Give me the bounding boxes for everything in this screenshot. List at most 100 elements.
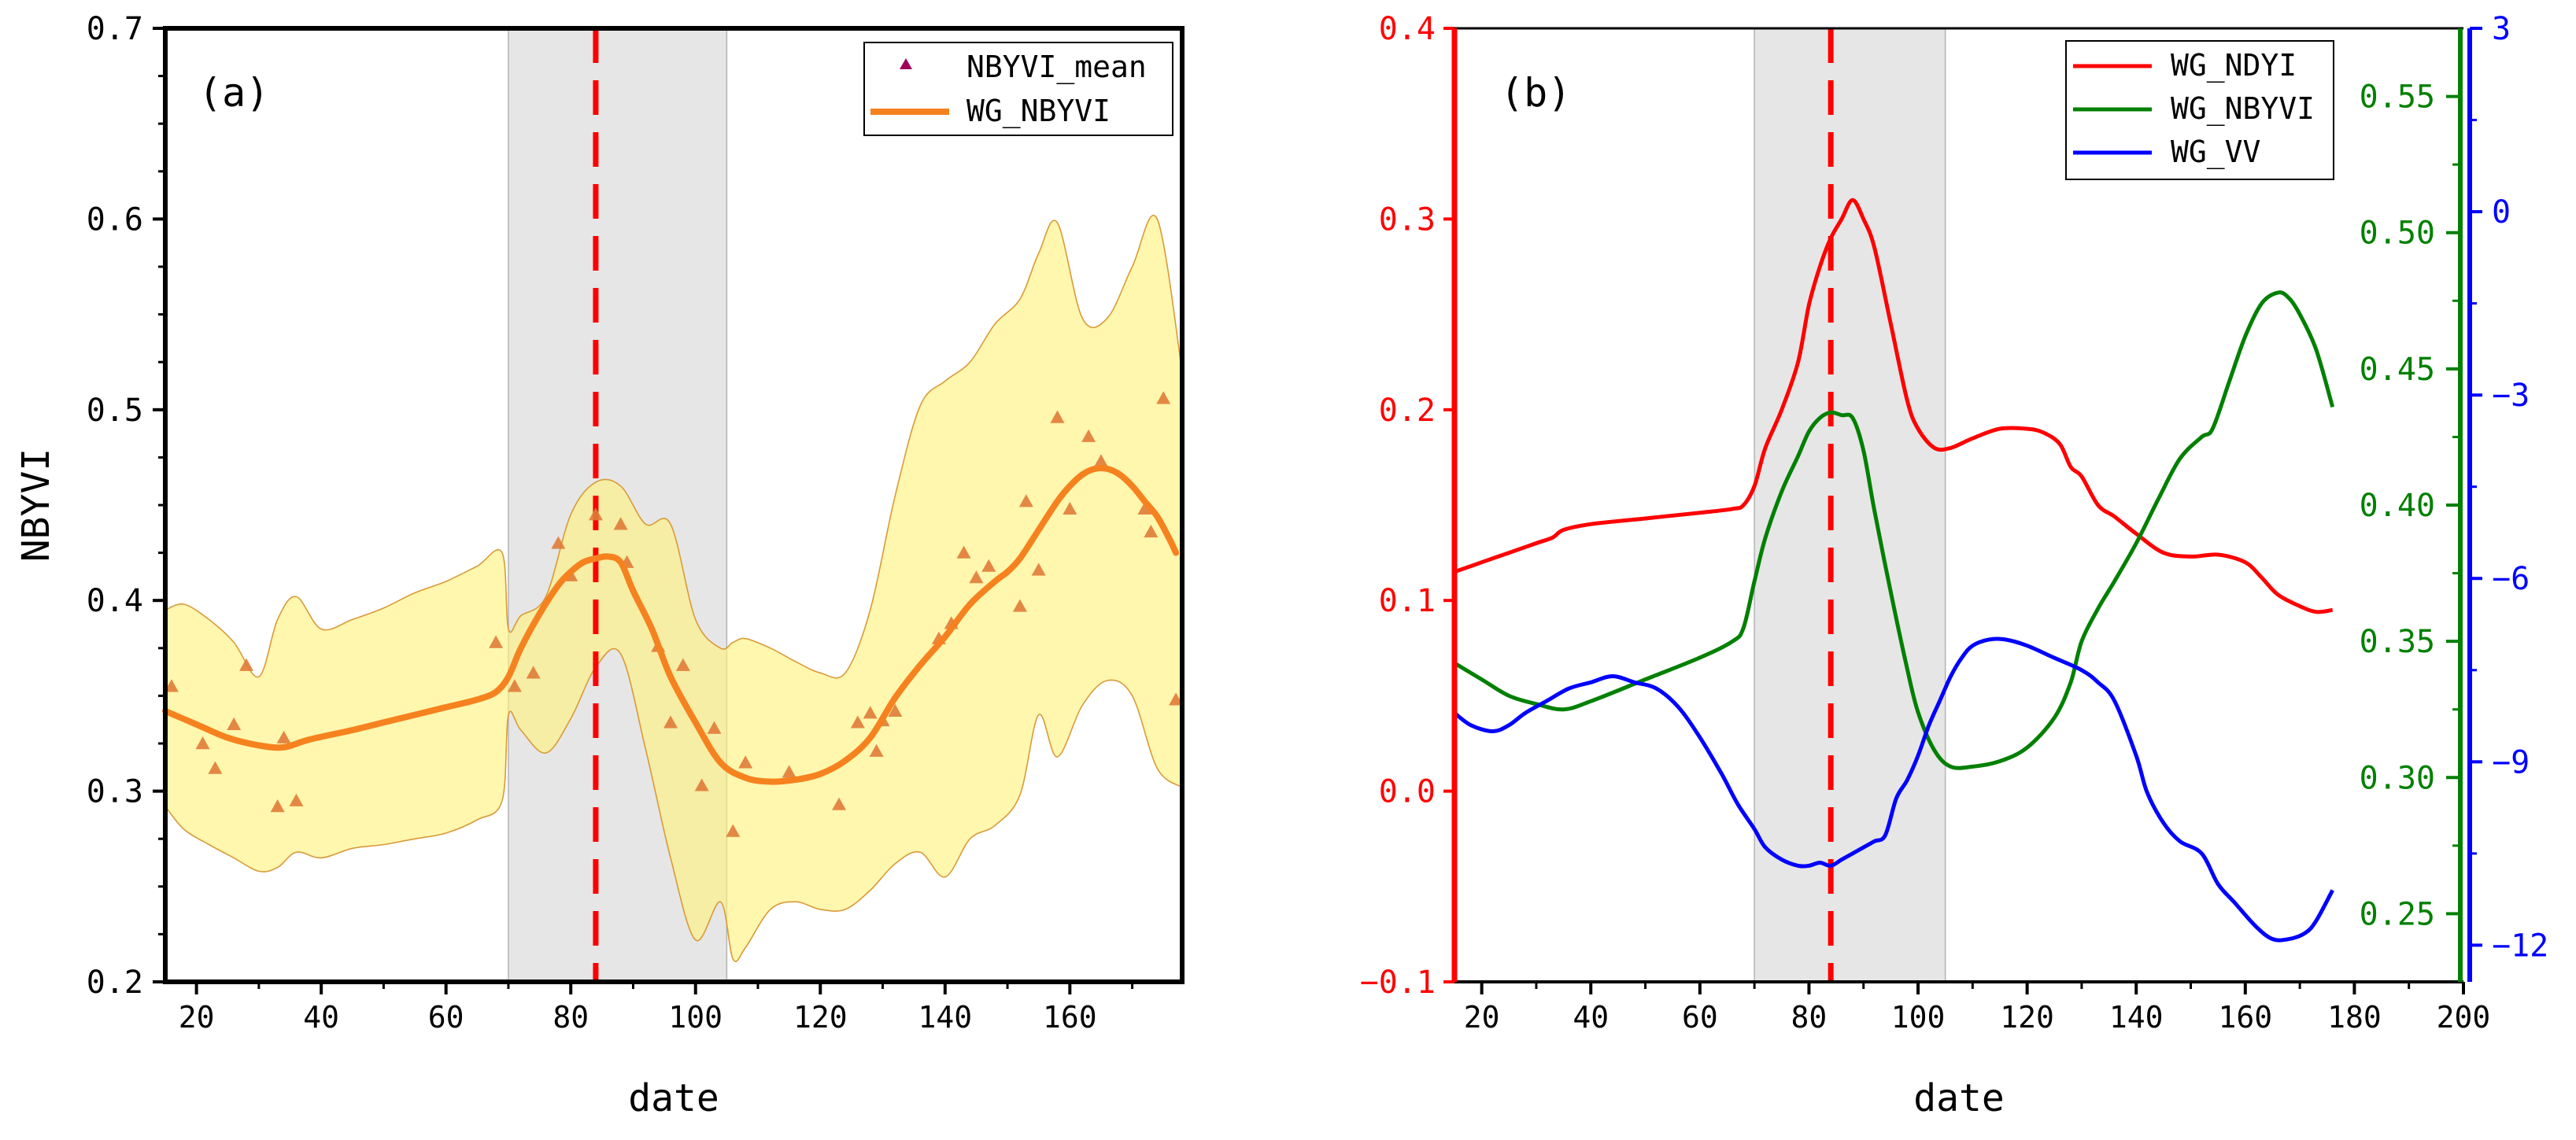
x-tick-label-b: 160 [2218,1000,2272,1035]
nbyvi-mean-point [270,799,285,813]
nbyvi-mean-point [507,679,522,692]
x-tick-label-b: 40 [1573,1000,1609,1035]
y-tick-label-a: 0.4 [87,583,143,619]
left-tick-label-b: 0.4 [1379,11,1436,47]
wg-vv-line [1453,636,2334,943]
x-tick-label-a: 80 [553,1000,589,1035]
nbyvi-mean-point [289,793,304,806]
legend-triangle-icon [900,58,912,69]
x-tick-label-a: 120 [793,1000,848,1035]
nbyvi-mean-point [1018,494,1033,507]
y-axis-title-a: NBYVI [14,448,58,563]
right-outer-tick-label-b: −9 [2492,744,2530,780]
confidence-band [164,215,1183,963]
nbyvi-mean-point [1031,563,1046,576]
legend-b: WG_NDYI WG_NBYVI WG_VV [2065,40,2334,180]
x-tick-label-b: 200 [2437,1000,2491,1035]
panel-b: 20 40 60 80 100 120 140 160 180 200 −0.1 0.0 0.1 0.2 0… [1360,11,2549,1120]
legend-a: NBYVI_mean WG_NBYVI [863,42,1173,136]
right-outer-tick-label-b: −3 [2492,378,2530,414]
nbyvi-mean-point [738,755,753,769]
x-axis-title-a: date [628,1076,719,1120]
nbyvi-mean-point [726,824,741,837]
nbyvi-mean-point [850,715,865,729]
nbyvi-mean-point [195,736,210,750]
nbyvi-mean-point [613,517,628,530]
x-tick-label-a: 100 [668,1000,723,1035]
nbyvi-mean-point [1081,429,1096,442]
nbyvi-mean-point [782,765,796,778]
right-inner-tick-label-b: 0.40 [2360,488,2435,524]
x-tick-label-b: 180 [2327,1000,2382,1035]
legend-label-wg-nbyvi-a: WG_NBYVI [966,94,1111,129]
x-tick-label-a: 140 [918,1000,972,1035]
nbyvi-mean-point [663,715,678,729]
nbyvi-mean-point [1169,692,1184,706]
y-tick-label-a: 0.6 [87,201,143,238]
left-tick-label-b: 0.0 [1379,774,1436,810]
y-tick-label-a: 0.2 [87,965,143,1001]
right-inner-tick-label-b: 0.25 [2360,896,2435,932]
nbyvi-mean-point [276,730,291,743]
x-tick-label-a: 160 [1043,1000,1097,1035]
wg-nbyvi-line-a [162,465,1180,785]
x-tick-label-b: 80 [1791,1000,1828,1035]
nbyvi-mean-point [707,721,722,734]
nbyvi-mean-point [1093,454,1108,467]
x-tick-label-b: 100 [1891,1000,1946,1035]
nbyvi-mean-point [888,703,903,717]
y-tick-label-a: 0.3 [87,774,143,810]
right-inner-tick-label-b: 0.30 [2360,760,2435,796]
nbyvi-mean-point [675,658,690,671]
right-inner-tick-label-b: 0.55 [2360,79,2435,116]
shaded-period-b [1754,28,1946,983]
legend-label-wg-vv: WG_VV [2171,135,2260,170]
right-outer-tick-label-b: 3 [2492,11,2511,47]
x-tick-label-b: 140 [2109,1000,2164,1035]
left-tick-label-b: 0.2 [1379,393,1436,429]
right-inner-tick-label-b: 0.35 [2360,624,2435,660]
legend-label-wg-ndyi: WG_NDYI [2171,48,2297,83]
x-tick-label-a: 60 [428,1000,464,1035]
wg-nbyvi-line-b [1453,290,2335,770]
panel-a: 20 40 60 80 100 120 140 160 0.2 0.3 0.4 0.5 0.6 0.7 da… [14,11,1185,1120]
nbyvi-mean-point [551,536,566,549]
wg-ndyi-line [1454,197,2334,614]
nbyvi-mean-point [1050,410,1065,423]
right-outer-tick-label-b: −6 [2492,561,2530,597]
left-tick-label-b: −0.1 [1360,965,1436,1001]
legend-label-wg-nbyvi-b: WG_NBYVI [2171,91,2315,127]
x-tick-label-a: 40 [303,1000,339,1035]
panel-label-b: (b) [1500,70,1571,116]
nbyvi-mean-point [981,559,996,572]
y-tick-label-a: 0.7 [87,11,143,47]
right-inner-tick-label-b: 0.50 [2360,216,2435,252]
x-tick-label-b: 20 [1464,1000,1500,1035]
nbyvi-mean-point [694,778,709,791]
panel-label-a: (a) [198,70,269,116]
nbyvi-mean-point [832,797,847,810]
nbyvi-mean-point [1012,599,1027,612]
left-tick-label-b: 0.1 [1379,583,1436,619]
nbyvi-mean-point [956,545,971,559]
nbyvi-mean-point [588,507,603,521]
nbyvi-mean-point [969,570,984,584]
nbyvi-mean-point [1137,501,1152,515]
nbyvi-mean-point [869,743,884,757]
nbyvi-mean-point [863,706,878,719]
nbyvi-mean-point [208,761,223,774]
legend-label-nbyvi-mean: NBYVI_mean [966,50,1147,85]
left-tick-label-b: 0.3 [1379,201,1436,238]
x-axis-title-b: date [1913,1076,2005,1120]
x-tick-label-b: 60 [1682,1000,1718,1035]
nbyvi-mean-point [227,717,242,730]
x-tick-label-a: 20 [179,1000,215,1035]
nbyvi-mean-point [526,666,541,679]
nbyvi-mean-point [489,635,504,648]
right-outer-tick-label-b: −12 [2492,928,2548,964]
y-tick-label-a: 0.5 [87,393,143,429]
nbyvi-mean-point [1144,524,1159,538]
legend-box-a [863,42,1173,136]
